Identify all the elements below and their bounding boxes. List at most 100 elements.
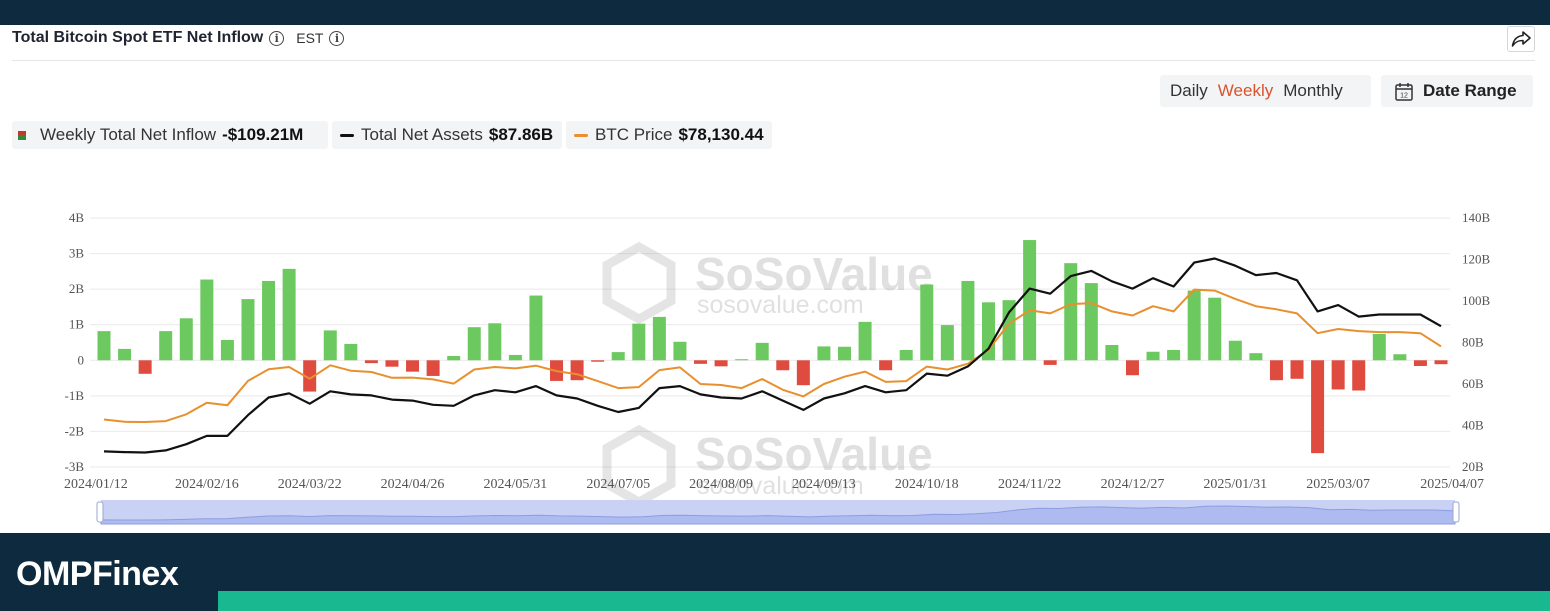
inflow-bar[interactable]: [529, 295, 543, 361]
y-left-tick-label: 0: [78, 352, 85, 367]
frequency-monthly[interactable]: Monthly: [1283, 81, 1343, 100]
inflow-bar[interactable]: [776, 360, 790, 371]
inflow-bar[interactable]: [920, 284, 934, 361]
btc-price-line[interactable]: [103, 288, 1442, 423]
inflow-bar[interactable]: [303, 360, 317, 392]
inflow-bar[interactable]: [1352, 360, 1366, 391]
inflow-bar[interactable]: [1023, 240, 1037, 361]
inflow-bar[interactable]: [1105, 344, 1119, 361]
inflow-bar[interactable]: [385, 360, 399, 367]
inflow-bar[interactable]: [364, 360, 378, 364]
inflow-bar[interactable]: [447, 356, 461, 361]
watermark-layer: SoSoValue sosovalue.com SoSoValue sosova…: [602, 241, 933, 508]
inflow-bar[interactable]: [591, 360, 605, 362]
inflow-bar[interactable]: [220, 340, 234, 361]
x-tick-label: 2025/01/31: [1203, 477, 1267, 492]
inflow-bar[interactable]: [344, 343, 358, 361]
footer-accent-stripe: [218, 591, 1550, 611]
inflow-bar[interactable]: [1084, 283, 1098, 361]
inflow-bar[interactable]: [961, 280, 975, 361]
inflow-bar[interactable]: [1043, 360, 1057, 365]
inflow-bar[interactable]: [899, 349, 913, 361]
y-axis-right: 140B 120B 100B 80B 60B 40B 20B: [1462, 210, 1491, 474]
watermark-url: sosovalue.com: [697, 472, 864, 500]
inflow-bar[interactable]: [1187, 290, 1201, 361]
inflow-bar[interactable]: [940, 325, 954, 361]
inflow-bar[interactable]: [118, 348, 132, 361]
legend-btc-price[interactable]: BTC Price $78,130.44: [566, 121, 772, 149]
inflow-bar[interactable]: [179, 318, 193, 361]
inflow-bar[interactable]: [673, 341, 687, 361]
legend-net-inflow-label: Weekly Total Net Inflow: [40, 125, 217, 144]
inflow-bar[interactable]: [694, 360, 708, 364]
inflow-bar[interactable]: [1434, 360, 1448, 365]
inflow-bar[interactable]: [1125, 360, 1139, 376]
date-range-button[interactable]: 12 Date Range: [1381, 75, 1533, 107]
legend-net-inflow[interactable]: Weekly Total Net Inflow -$109.21M: [12, 121, 328, 149]
info-icon[interactable]: i: [269, 30, 285, 46]
inflow-bar[interactable]: [858, 321, 872, 361]
slider-handle[interactable]: [96, 501, 104, 523]
inflow-bar[interactable]: [467, 327, 481, 361]
date-range-label: Date Range: [1423, 81, 1517, 100]
range-slider: [96, 500, 1460, 525]
inflow-bar[interactable]: [570, 360, 584, 381]
legend-total-net-assets[interactable]: Total Net Assets $87.86B: [332, 121, 562, 149]
inflow-bar[interactable]: [1311, 360, 1325, 454]
inflow-bar[interactable]: [200, 279, 214, 361]
x-tick-label: 2025/04/07: [1420, 477, 1484, 492]
slider-handle[interactable]: [1452, 501, 1460, 523]
inflow-bar[interactable]: [1146, 351, 1160, 361]
inflow-bar[interactable]: [282, 268, 296, 361]
inflow-bar[interactable]: [1290, 360, 1304, 379]
inflow-bar[interactable]: [837, 346, 851, 361]
inflow-bar[interactable]: [241, 299, 255, 361]
y-right-tick-label: 80B: [1462, 335, 1484, 350]
x-tick-label: 2024/01/12: [64, 477, 128, 492]
x-tick-label: 2024/03/22: [278, 477, 342, 492]
inflow-bar[interactable]: [508, 354, 522, 361]
x-tick-label: 2024/04/26: [381, 477, 445, 492]
legend-net-inflow-value: -$109.21M: [222, 125, 304, 144]
inflow-bar[interactable]: [1064, 263, 1078, 361]
inflow-bar[interactable]: [714, 360, 728, 367]
inflow-bar[interactable]: [632, 323, 646, 361]
inflow-bar[interactable]: [1002, 300, 1016, 361]
inflow-bar[interactable]: [817, 346, 831, 361]
watermark-name: SoSoValue: [695, 248, 933, 300]
inflow-bar[interactable]: [1208, 297, 1222, 361]
inflow-bar[interactable]: [796, 360, 810, 386]
inflow-bar[interactable]: [1249, 353, 1263, 361]
frequency-weekly[interactable]: Weekly: [1217, 81, 1274, 100]
header-divider: [12, 60, 1535, 61]
y-right-tick-label: 20B: [1462, 459, 1484, 474]
inflow-bar[interactable]: [323, 330, 337, 361]
x-tick-label: 2024/08/09: [689, 477, 753, 492]
inflow-bar[interactable]: [1331, 360, 1345, 390]
total-net-assets-line[interactable]: [103, 257, 1442, 454]
inflow-bar[interactable]: [426, 360, 440, 376]
inflow-bar[interactable]: [1393, 354, 1407, 361]
x-tick-label: 2024/07/05: [586, 477, 650, 492]
inflow-bar[interactable]: [1372, 333, 1386, 361]
inflow-bar[interactable]: [1269, 360, 1283, 381]
timezone-info-icon[interactable]: i: [329, 30, 345, 46]
inflow-bar[interactable]: [755, 342, 769, 361]
inflow-bar[interactable]: [159, 331, 173, 361]
inflow-bar[interactable]: [406, 360, 420, 372]
inflow-bar[interactable]: [97, 331, 111, 361]
inflow-bar[interactable]: [879, 360, 893, 371]
legend-bar-swatch: [18, 130, 26, 140]
inflow-bar[interactable]: [488, 323, 502, 361]
inflow-bar[interactable]: [262, 280, 276, 361]
share-button[interactable]: [1507, 26, 1535, 52]
inflow-bar[interactable]: [611, 352, 625, 361]
inflow-bar[interactable]: [1413, 360, 1427, 366]
y-left-tick-label: 3B: [69, 246, 85, 261]
inflow-bar[interactable]: [735, 359, 749, 361]
inflow-bar[interactable]: [652, 316, 666, 361]
inflow-bar[interactable]: [1228, 340, 1242, 361]
inflow-bar[interactable]: [138, 360, 152, 374]
frequency-daily[interactable]: Daily: [1170, 81, 1208, 100]
inflow-bar[interactable]: [1167, 349, 1181, 361]
